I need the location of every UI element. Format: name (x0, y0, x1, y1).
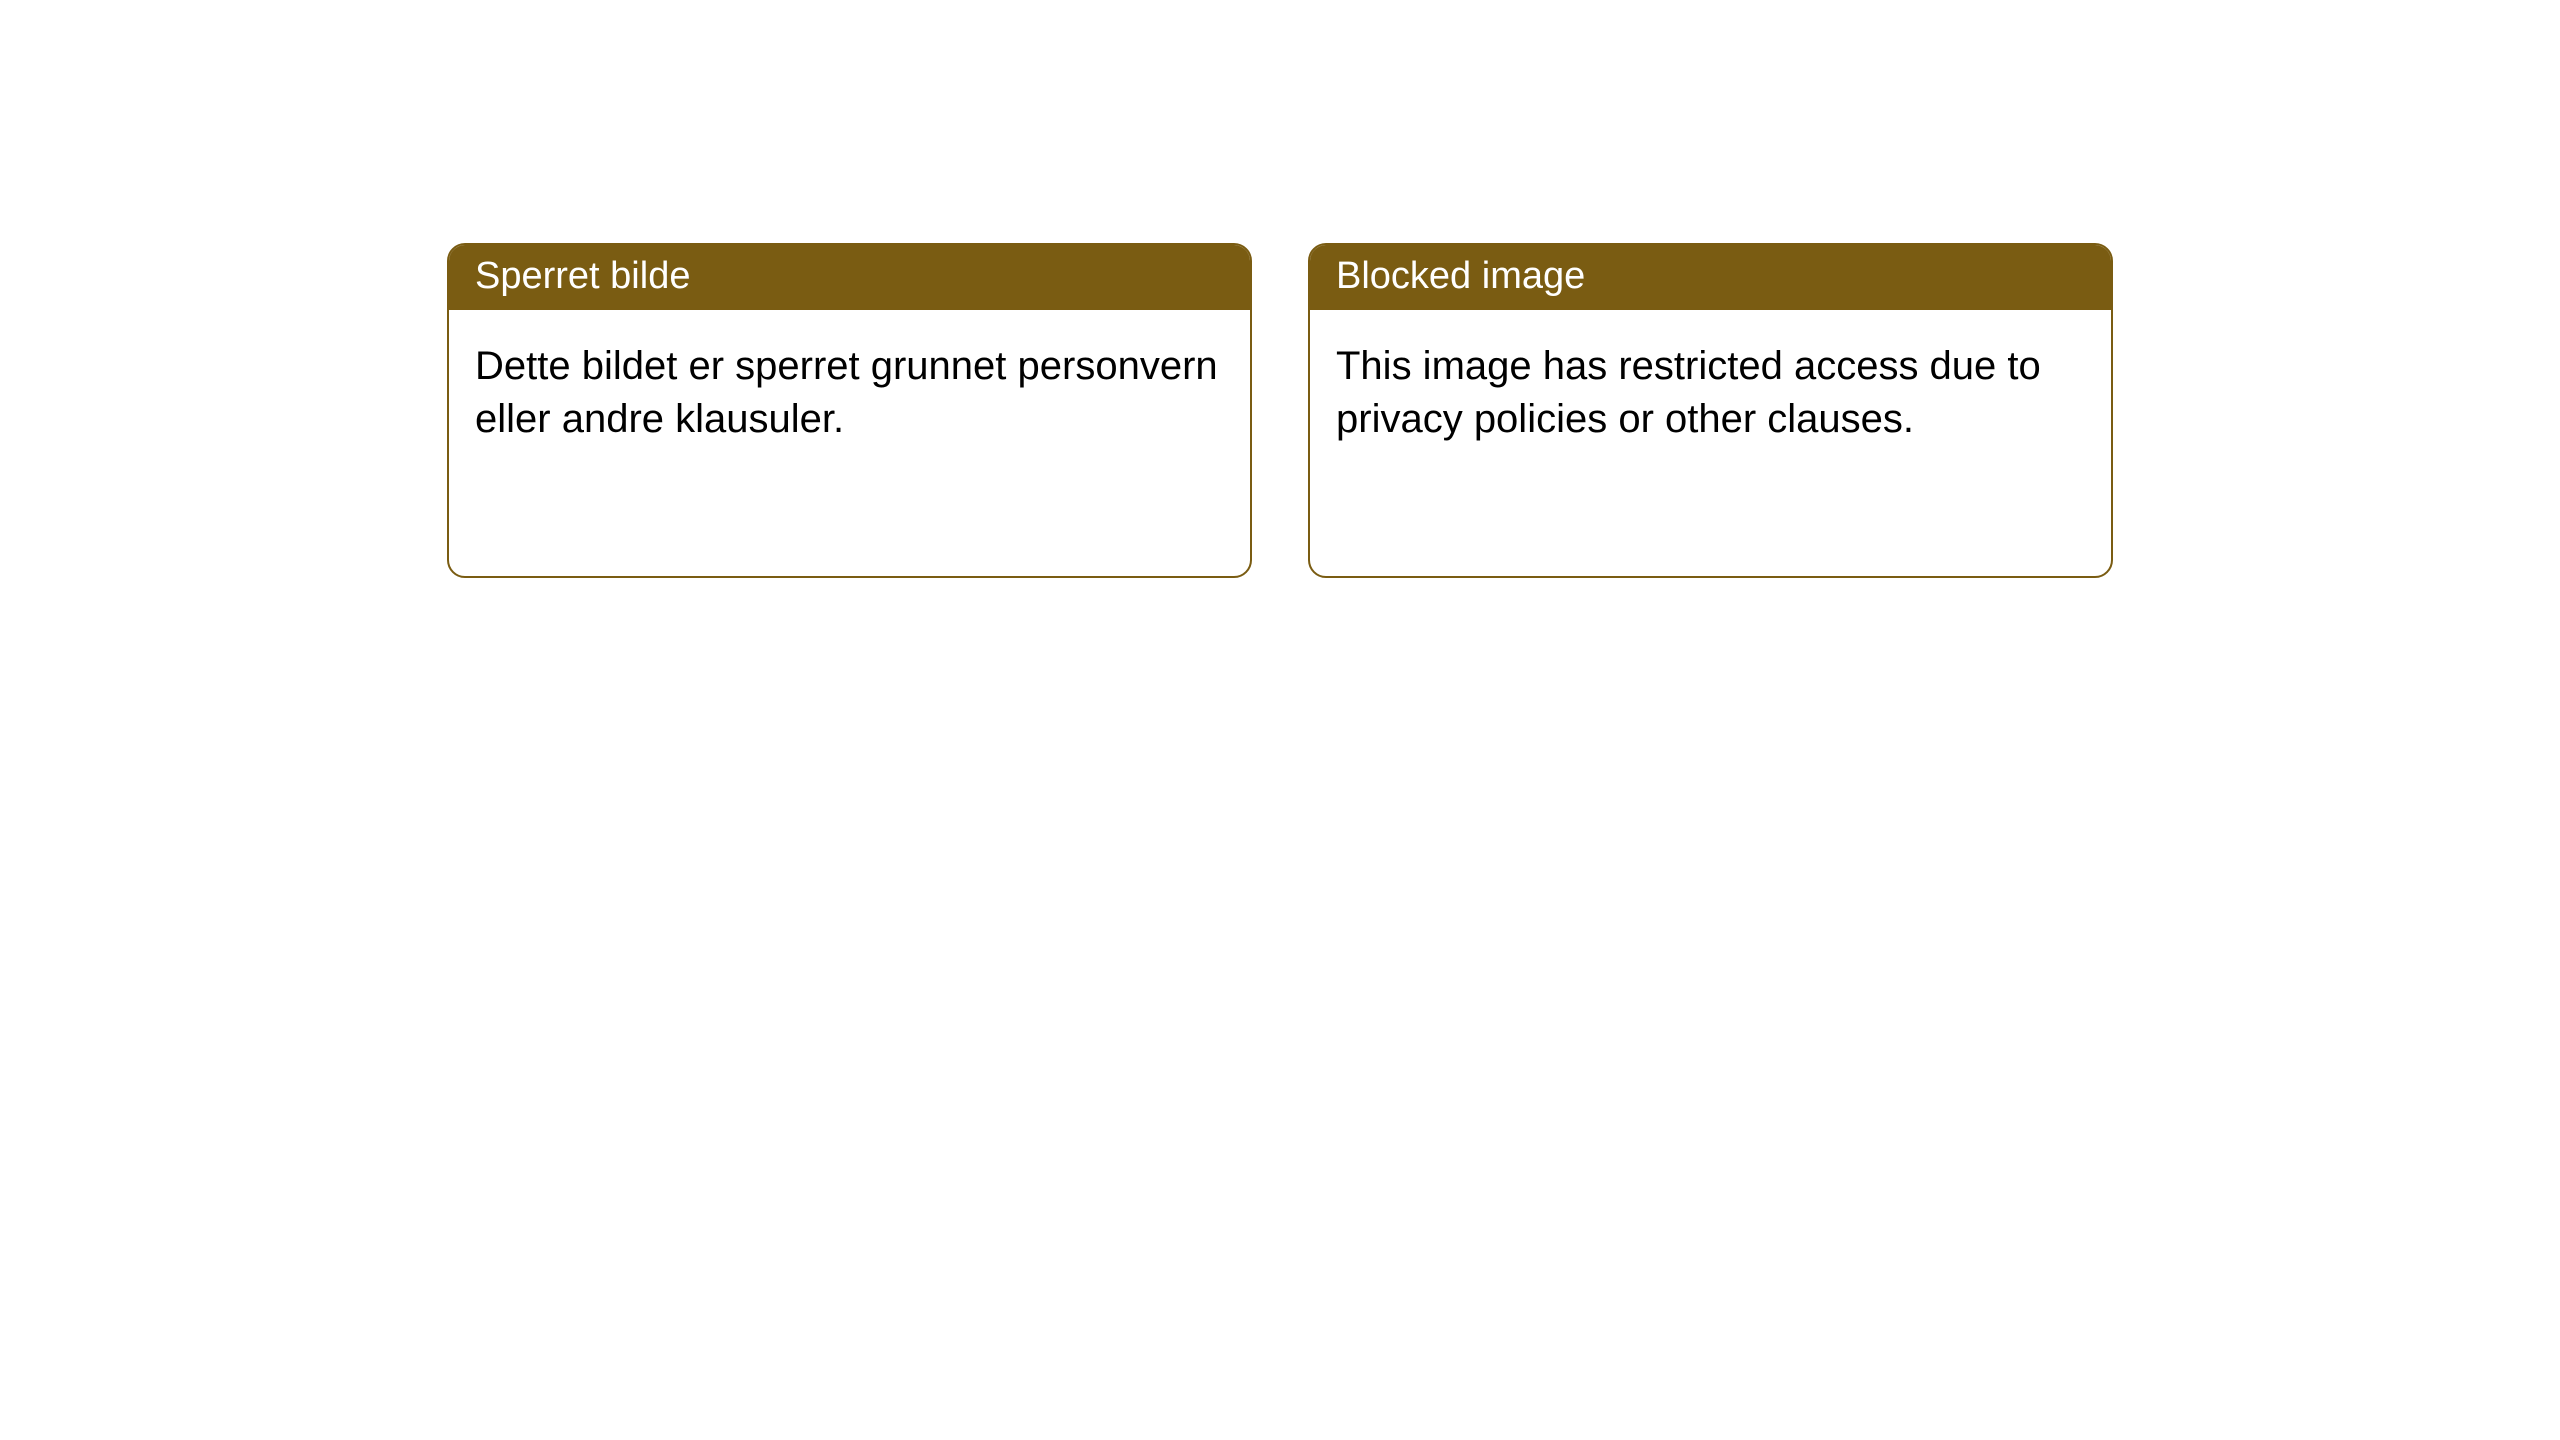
notice-container: Sperret bilde Dette bildet er sperret gr… (0, 0, 2560, 578)
notice-title: Blocked image (1310, 245, 2111, 310)
notice-body-text: Dette bildet er sperret grunnet personve… (449, 310, 1250, 476)
notice-card-norwegian: Sperret bilde Dette bildet er sperret gr… (447, 243, 1252, 578)
notice-title: Sperret bilde (449, 245, 1250, 310)
notice-body-text: This image has restricted access due to … (1310, 310, 2111, 476)
notice-card-english: Blocked image This image has restricted … (1308, 243, 2113, 578)
